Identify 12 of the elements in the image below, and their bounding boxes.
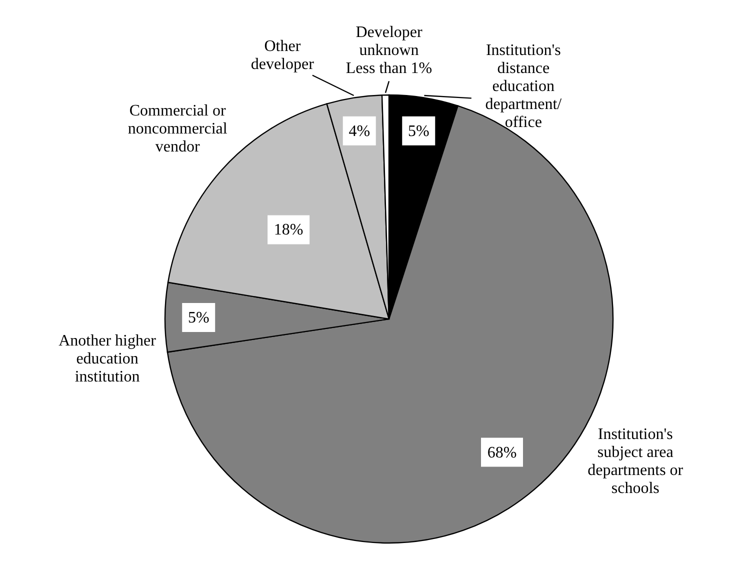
slice-label: Institution's distance education department/ office	[485, 42, 562, 132]
data-label: 18%	[274, 222, 304, 239]
slice-label: Other developer	[250, 38, 315, 74]
slice-label: Institution's subject area departments or schools	[588, 426, 684, 498]
slice-label: Another higher education institution	[58, 332, 157, 386]
data-label: Less than 1%	[346, 60, 432, 78]
slice-label: Commercial or noncommercial vendor	[128, 102, 228, 156]
data-label: 5%	[188, 310, 210, 327]
slice-label: Developer unknown	[356, 24, 423, 60]
data-label: 68%	[487, 444, 517, 462]
data-label: 5%	[408, 122, 430, 140]
data-label: 4%	[348, 122, 370, 140]
